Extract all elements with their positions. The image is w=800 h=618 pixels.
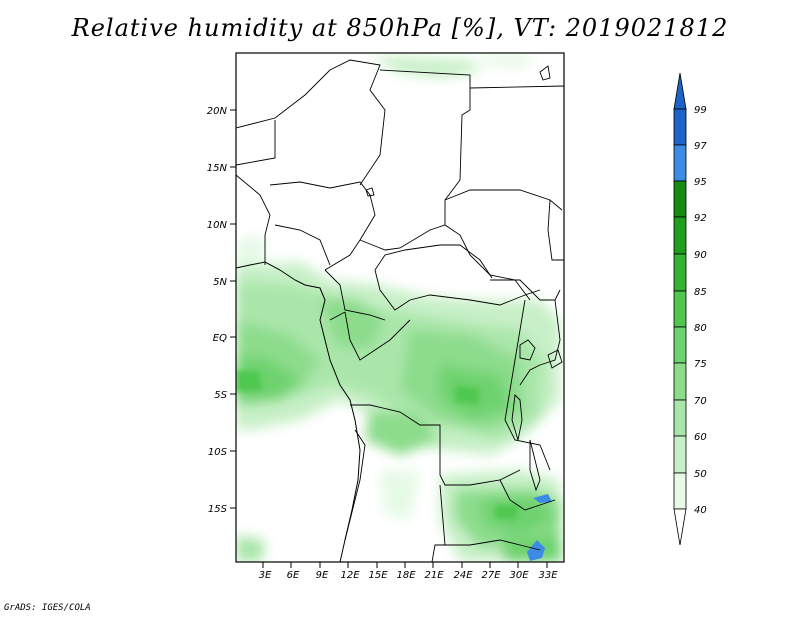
lon-tick-12e: 12E: [340, 570, 360, 581]
lon-tick-21e: 21E: [424, 570, 444, 581]
colorbar-label-50: 50: [694, 469, 707, 480]
lon-tick-6e: 6E: [287, 570, 300, 581]
colorbar-segment-97: [673, 144, 687, 182]
colorbar-label-80: 80: [694, 323, 707, 334]
colorbar-bottom-arrow: [673, 508, 687, 546]
lon-tick-30e: 30E: [509, 570, 529, 581]
colorbar-top-arrow: [673, 72, 687, 110]
lat-tick-15s: 15S: [208, 504, 228, 515]
grads-credit: GrADS: IGES/COLA: [4, 603, 91, 613]
colorbar-label-70: 70: [694, 396, 707, 407]
colorbar-label-90: 90: [694, 250, 707, 261]
lon-tick-18e: 18E: [396, 570, 416, 581]
colorbar-segment-60: [673, 435, 687, 474]
lon-tick-9e: 9E: [316, 570, 329, 581]
lon-tick-33e: 33E: [538, 570, 558, 581]
colorbar: 99 97 95 92 90 85 80 75 70 60 50 40: [673, 72, 707, 546]
lon-tick-27e: 27E: [481, 570, 501, 581]
colorbar-segment-90: [673, 253, 687, 292]
lon-tick-24e: 24E: [453, 570, 473, 581]
colorbar-segment-85: [673, 290, 687, 328]
colorbar-label-75: 75: [694, 359, 707, 370]
lat-tick-eq: EQ: [213, 333, 227, 344]
colorbar-segment-80: [673, 326, 687, 364]
latitude-axis: 20N 15N 10N 5N EQ 5S 10S 15S: [207, 106, 236, 515]
colorbar-segment-99: [673, 108, 687, 146]
longitude-axis: 3E 6E 9E 12E 15E 18E 21E 24E 27E 30E 33E: [259, 562, 558, 581]
colorbar-segment-75: [673, 362, 687, 401]
colorbar-segment-95: [673, 180, 687, 218]
lat-tick-10n: 10N: [207, 220, 228, 231]
lat-tick-5s: 5S: [214, 390, 227, 401]
colorbar-segment-92: [673, 216, 687, 255]
lat-tick-20n: 20N: [207, 106, 228, 117]
colorbar-label-60: 60: [694, 432, 707, 443]
colorbar-label-40: 40: [694, 505, 707, 516]
colorbar-segment-50: [673, 472, 687, 510]
colorbar-label-95: 95: [694, 177, 707, 188]
humidity-field: [236, 53, 564, 562]
chart-title: Relative humidity at 850hPa [%], VT: 201…: [71, 14, 729, 42]
colorbar-label-92: 92: [694, 213, 707, 224]
colorbar-label-85: 85: [694, 287, 707, 298]
colorbar-label-99: 99: [694, 105, 707, 116]
lat-tick-15n: 15N: [207, 163, 228, 174]
map-frame: [235, 52, 565, 563]
colorbar-label-97: 97: [694, 141, 707, 152]
lon-tick-15e: 15E: [368, 570, 388, 581]
colorbar-segment-70: [673, 399, 687, 437]
country-borders: [236, 59, 564, 562]
lat-tick-10s: 10S: [208, 447, 228, 458]
lat-tick-5n: 5N: [213, 277, 227, 288]
lon-tick-3e: 3E: [259, 570, 272, 581]
